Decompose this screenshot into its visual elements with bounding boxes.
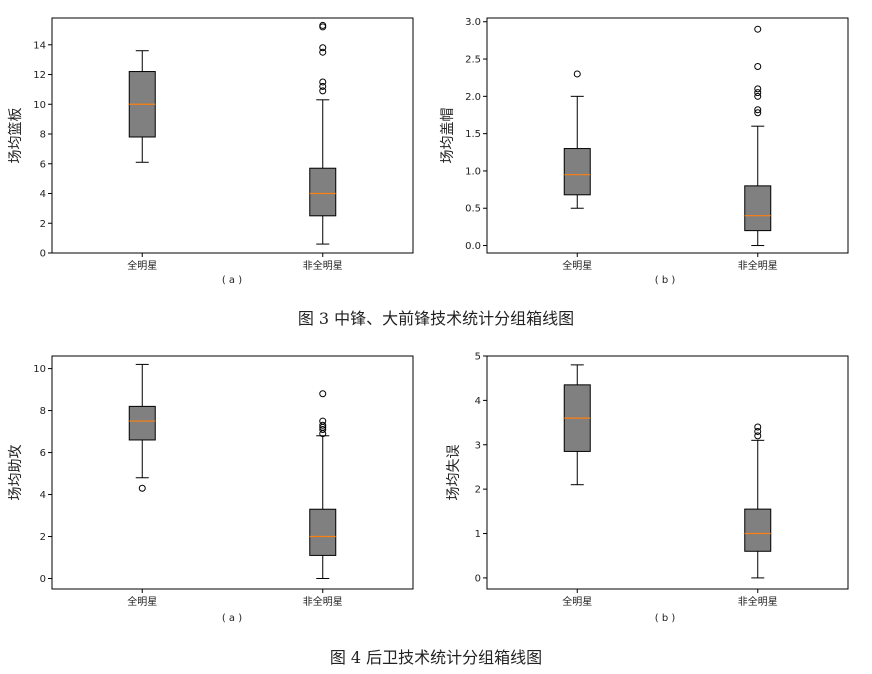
- outlier-point: [319, 390, 327, 398]
- box-1: [563, 70, 591, 209]
- x-tick-label: 全明星: [127, 259, 157, 272]
- y-axis-label: 场均失误: [446, 445, 462, 501]
- box-body: [744, 508, 772, 552]
- outlier-point: [754, 25, 762, 33]
- y-tick-label: 4: [40, 490, 46, 501]
- outlier-point: [319, 21, 327, 29]
- y-tick-label: 2.5: [465, 55, 481, 66]
- outlier-point: [319, 421, 327, 429]
- y-tick-label: 0: [40, 574, 46, 585]
- outlier-point: [754, 92, 762, 100]
- panel-label: ( a ): [222, 613, 242, 624]
- outlier-point: [138, 484, 146, 492]
- y-tick-label: 0: [475, 573, 481, 584]
- y-axis-label: 场均篮板: [8, 108, 24, 164]
- x-tick-label: 全明星: [127, 595, 157, 608]
- box-2: [744, 25, 772, 247]
- y-tick-label: 10: [33, 364, 46, 375]
- box-1: [563, 364, 591, 486]
- x-tick-label: 非全明星: [738, 259, 778, 272]
- panel-label: ( a ): [222, 275, 242, 286]
- y-axis-label: 场均助攻: [8, 445, 24, 501]
- y-tick-label: 2: [40, 532, 46, 543]
- y-tick-label: 2: [475, 485, 481, 496]
- x-tick-label: 全明星: [562, 595, 592, 608]
- x-tick-label: 全明星: [562, 259, 592, 272]
- y-tick-label: 14: [33, 40, 46, 51]
- y-axis-label: 场均盖帽: [440, 108, 456, 164]
- y-tick-label: 8: [40, 406, 46, 417]
- box-plot-panel-2: 0.0 0.5 1.0 1.5 2.0 2.5 3.0 全明星 非全明星 场均盖帽 ( b ): [440, 17, 849, 286]
- y-tick-label: 10: [33, 100, 46, 111]
- y-tick-label: 0.5: [465, 204, 481, 215]
- box-1: [128, 50, 156, 163]
- axes-frame: [486, 355, 849, 590]
- outlier-point: [319, 417, 327, 425]
- outlier-point: [754, 62, 762, 70]
- y-tick-label: 1.0: [465, 166, 481, 177]
- outlier-point: [754, 427, 762, 435]
- y-tick-label: 0: [40, 249, 46, 260]
- box-plot-panel-4: 0 1 2 3 4 5 全明星 非全明星 场均失误 ( b ): [446, 352, 849, 624]
- y-tick-label: 12: [33, 70, 46, 81]
- box-body: [309, 167, 337, 217]
- y-tick-label: 5: [475, 352, 481, 363]
- axes-frame: [51, 17, 414, 254]
- y-tick-label: 4: [475, 396, 481, 407]
- y-tick-label: 0.0: [465, 241, 481, 252]
- panel-label: ( b ): [655, 275, 676, 286]
- figure-3-caption: 图 3 中锋、大前锋技术统计分组箱线图: [297, 309, 575, 328]
- axes-frame: [486, 17, 849, 254]
- outlier-point: [573, 70, 581, 78]
- box-body: [744, 185, 772, 232]
- y-tick-label: 8: [40, 130, 46, 141]
- outlier-point: [754, 423, 762, 431]
- y-tick-label: 2.0: [465, 92, 481, 103]
- box-body: [309, 508, 337, 556]
- outlier-point: [319, 44, 327, 52]
- outlier-point: [754, 109, 762, 117]
- y-tick-label: 4: [40, 189, 46, 200]
- y-tick-label: 1.5: [465, 129, 481, 140]
- x-tick-label: 非全明星: [738, 595, 778, 608]
- panel-label: ( b ): [655, 613, 676, 624]
- outlier-point: [319, 87, 327, 95]
- x-tick-label: 非全明星: [303, 595, 343, 608]
- outlier-point: [319, 425, 327, 433]
- box-body: [563, 148, 591, 196]
- x-tick-label: 非全明星: [303, 259, 343, 272]
- y-tick-label: 6: [40, 448, 46, 459]
- outlier-point: [754, 106, 762, 114]
- y-tick-label: 1: [475, 529, 481, 540]
- box-2: [744, 423, 772, 579]
- box-plot-panel-1: 0 2 4 6 8 10 12 14 全明星 非全明星 场均篮板 ( a ): [8, 17, 414, 286]
- outlier-point: [754, 89, 762, 97]
- outlier-point: [319, 78, 327, 86]
- outlier-point: [754, 85, 762, 93]
- outlier-point: [754, 432, 762, 440]
- y-tick-label: 6: [40, 159, 46, 170]
- box-plot-panel-3: 0 2 4 6 8 10 全明星 非全明星 场均助攻 ( a ): [8, 355, 414, 624]
- y-tick-label: 3: [475, 440, 481, 451]
- box-2: [309, 21, 337, 245]
- y-tick-label: 2: [40, 219, 46, 230]
- figure-4-caption: 图 4 后卫技术统计分组箱线图: [329, 648, 543, 667]
- outlier-point: [319, 82, 327, 90]
- axes-frame: [51, 355, 414, 590]
- y-tick-label: 3.0: [465, 17, 481, 28]
- box-1: [128, 363, 156, 492]
- outlier-point: [319, 48, 327, 56]
- box-body: [128, 405, 156, 441]
- box-2: [309, 390, 337, 580]
